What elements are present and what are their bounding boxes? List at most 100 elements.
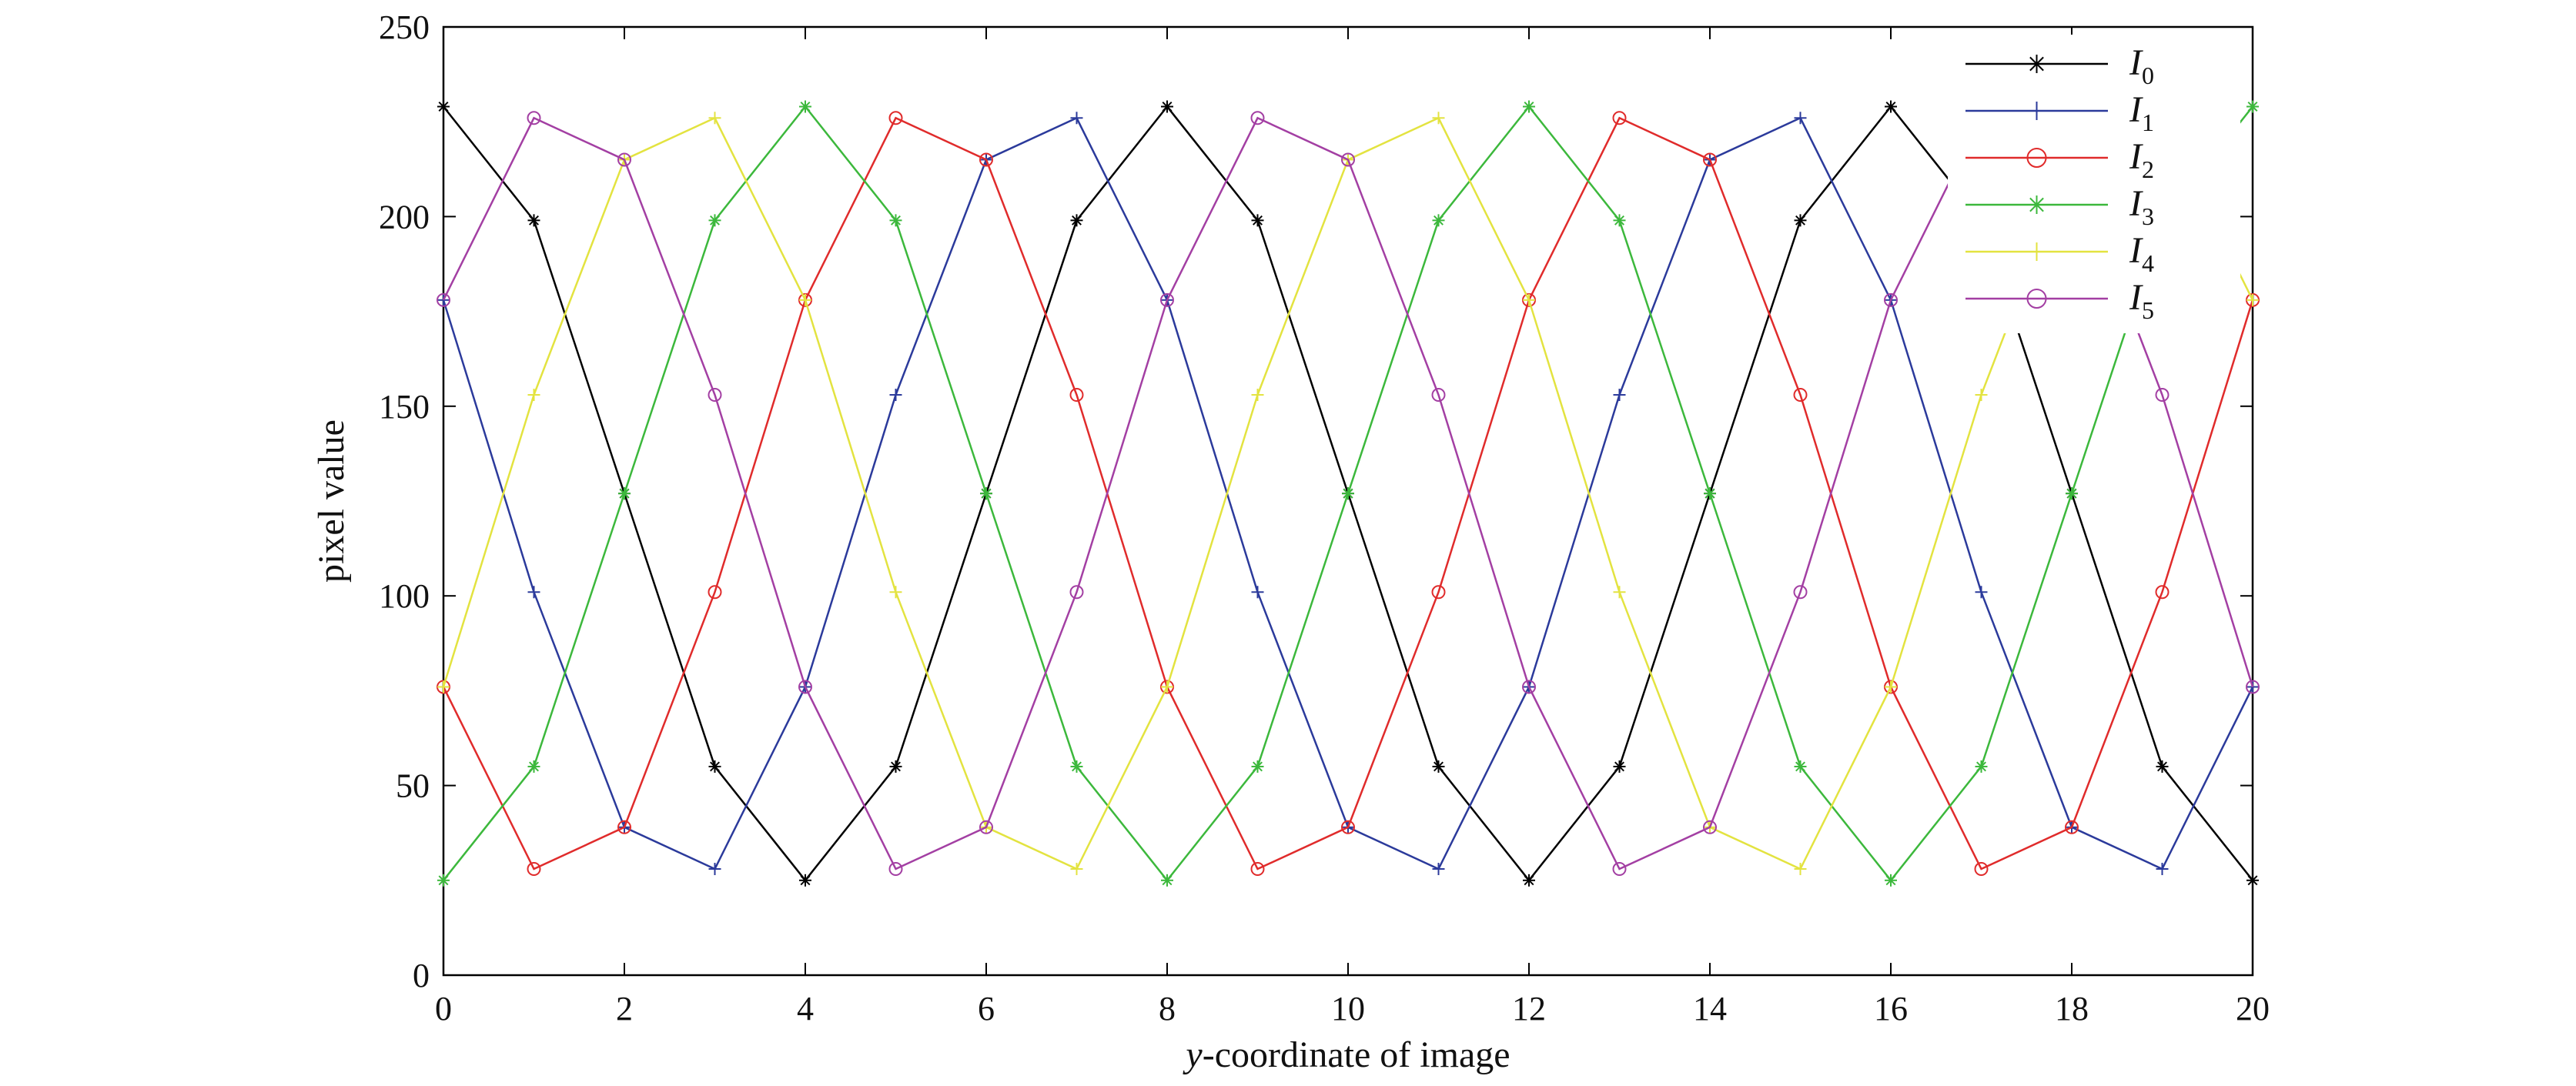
legend-entry-2: I2	[1965, 136, 2154, 183]
series-4-point	[1613, 586, 1626, 599]
series-4-point	[1523, 293, 1535, 306]
series-0-point	[1794, 214, 1807, 227]
series-0-point	[1523, 874, 1535, 887]
series-3-point	[1885, 874, 1897, 887]
series-2-point	[1069, 388, 1084, 403]
series-3-point	[1794, 760, 1807, 773]
series-4-point	[2246, 293, 2259, 306]
series-3-point	[2246, 100, 2259, 113]
y-axis-label: pixel value	[311, 419, 352, 583]
legend-label: I1	[2129, 89, 2154, 136]
legend-entry-4: I4	[1965, 230, 2154, 277]
y-tick-label: 0	[413, 957, 430, 994]
series-0-point	[1251, 214, 1264, 227]
series-2-point	[979, 152, 993, 167]
series-0-point	[2156, 760, 2169, 773]
series-5-point	[1250, 111, 1265, 125]
x-axis-label: y-coordinate of image	[1182, 1034, 1510, 1075]
legend-marker	[2027, 195, 2046, 214]
series-1-point	[527, 586, 540, 599]
x-tick-label: 10	[1331, 990, 1365, 1028]
series-5-point	[1884, 292, 1898, 307]
legend-marker	[2026, 148, 2047, 168]
series-4-point	[437, 680, 450, 693]
series-3-point	[1432, 214, 1445, 227]
x-tick-label: 18	[2055, 990, 2089, 1028]
x-tick-label: 14	[1693, 990, 1727, 1028]
series-4-point	[1432, 112, 1445, 125]
series-2-point	[1793, 388, 1808, 403]
series-5-point	[1431, 388, 1446, 403]
series-2-point	[2155, 585, 2170, 600]
y-axis-ticks: 0 50 100 150 200 250	[379, 8, 2253, 994]
series-3-point	[708, 214, 721, 227]
series-5-point	[1703, 820, 1717, 834]
series-5-point	[1160, 292, 1174, 307]
series-5-point	[1069, 585, 1084, 600]
series-3-point	[1070, 760, 1083, 773]
series-1-point	[1975, 586, 1988, 599]
series-5-point	[798, 680, 812, 694]
series-0-point	[1613, 760, 1626, 773]
legend-label: I2	[2129, 136, 2154, 183]
series-0-point	[1432, 760, 1445, 773]
legend-marker	[2027, 102, 2046, 120]
y-tick-label: 50	[396, 767, 430, 805]
series-5-point	[437, 292, 450, 307]
series-1-point	[1070, 112, 1083, 125]
series-4-point	[1975, 389, 1988, 402]
series-3-point	[2066, 487, 2078, 500]
series-1-point	[889, 389, 902, 402]
x-tick-label: 20	[2236, 990, 2270, 1028]
legend-label: I3	[2129, 183, 2154, 230]
legend-entry-0: I0	[1965, 42, 2154, 89]
series-3-point	[1975, 760, 1988, 773]
series-0-point	[2246, 874, 2259, 887]
y-tick-label: 150	[379, 388, 430, 426]
x-axis-label-italic: y	[1182, 1034, 1203, 1075]
series-2-point	[1612, 111, 1627, 125]
x-axis-ticks: 0 2 4 6 8 10 12 14 16 18 20	[435, 27, 2270, 1028]
series-1-point	[2156, 863, 2169, 876]
legend-entry-5: I5	[1965, 277, 2154, 324]
series-5-point	[2246, 680, 2260, 694]
x-tick-label: 6	[978, 990, 995, 1028]
series-4-point	[1794, 863, 1807, 876]
legend-label: I5	[2129, 277, 2154, 324]
series-5-point	[2155, 388, 2170, 403]
y-tick-label: 200	[379, 198, 430, 236]
series-5-point	[708, 388, 722, 403]
legend-marker	[2026, 289, 2047, 309]
series-1-point	[1251, 586, 1264, 599]
legend-marker	[2027, 242, 2046, 261]
x-tick-label: 8	[1159, 990, 1176, 1028]
y-tick-label: 250	[379, 8, 430, 46]
x-tick-label: 0	[435, 990, 452, 1028]
series-4-point	[708, 112, 721, 125]
x-tick-label: 2	[616, 990, 633, 1028]
series-3-point	[1161, 874, 1173, 887]
series-4-point	[1251, 389, 1264, 402]
series-4-point	[1070, 863, 1083, 876]
series-0-point	[708, 760, 721, 773]
series-3-point	[1613, 214, 1626, 227]
series-2-point	[1250, 862, 1265, 877]
series-5-point	[527, 111, 541, 125]
legend-background	[1948, 35, 2240, 333]
legend-label: I0	[2129, 42, 2154, 89]
series-2-point	[1341, 820, 1355, 834]
series-3	[437, 100, 2259, 887]
series-0-point	[799, 874, 811, 887]
x-tick-label: 16	[1874, 990, 1908, 1028]
series-0-point	[437, 100, 450, 113]
series-3-point	[889, 214, 902, 227]
series-5-point	[888, 862, 903, 877]
series-5-point	[1341, 152, 1355, 167]
series-3-point	[980, 487, 992, 500]
series-5-point	[1522, 680, 1536, 694]
series-5-point	[1793, 585, 1808, 600]
series-1-point	[1794, 112, 1807, 125]
series-3-point	[527, 760, 540, 773]
